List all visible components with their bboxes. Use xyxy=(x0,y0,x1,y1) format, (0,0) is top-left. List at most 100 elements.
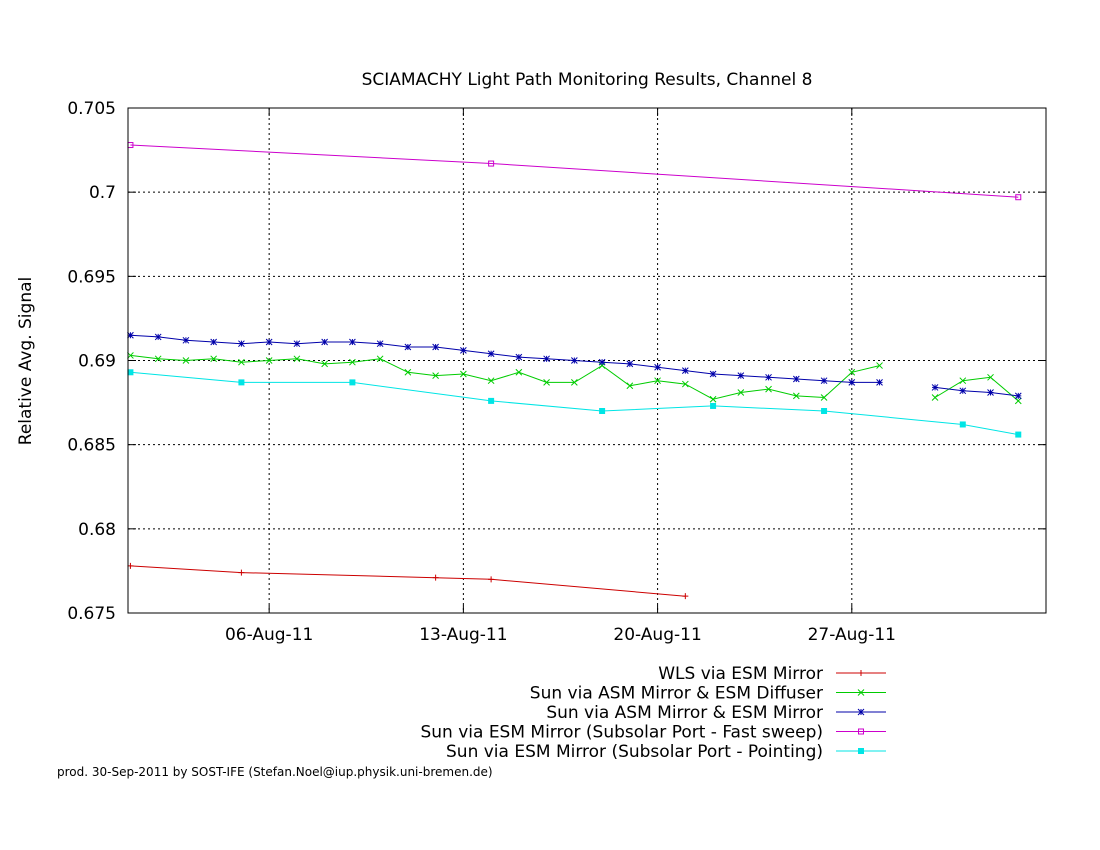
data-point xyxy=(487,350,495,358)
chart-title: SCIAMACHY Light Path Monitoring Results,… xyxy=(362,70,813,90)
data-point xyxy=(626,382,634,390)
data-point xyxy=(570,357,578,364)
data-point xyxy=(293,355,301,363)
series-line xyxy=(934,386,1019,397)
data-point xyxy=(210,355,218,363)
data-point xyxy=(543,355,550,363)
data-point xyxy=(654,377,661,385)
data-point xyxy=(515,368,523,376)
data-point xyxy=(876,362,883,369)
data-point xyxy=(460,370,467,378)
y-axis-label: Relative Avg. Signal xyxy=(16,277,36,445)
data-point xyxy=(293,340,301,348)
legend-label: WLS via ESM Mirror xyxy=(658,664,823,684)
data-point xyxy=(959,421,966,428)
legend-label: Sun via ESM Mirror (Subsolar Port - Poin… xyxy=(446,742,823,762)
series-line xyxy=(130,565,686,597)
series-4 xyxy=(127,142,1022,201)
y-tick-label: 0.705 xyxy=(67,99,116,119)
data-point xyxy=(765,385,772,393)
x-tick-label: 27-Aug-11 xyxy=(808,625,896,645)
data-point xyxy=(349,358,356,366)
data-point xyxy=(987,389,994,396)
series-2 xyxy=(127,352,1022,405)
data-point xyxy=(654,363,661,371)
data-point xyxy=(681,380,689,388)
series-layer xyxy=(127,142,1022,600)
data-point xyxy=(710,402,717,409)
data-point xyxy=(848,379,856,386)
y-tick-label: 0.685 xyxy=(67,436,116,456)
data-point xyxy=(1014,392,1022,400)
data-point xyxy=(792,392,800,400)
data-point xyxy=(238,379,245,386)
data-point xyxy=(376,355,384,363)
y-tick-label: 0.69 xyxy=(78,352,116,372)
legend-marker xyxy=(858,670,864,676)
data-point xyxy=(931,394,939,401)
data-point xyxy=(154,333,162,341)
data-point xyxy=(127,369,134,376)
data-point xyxy=(1015,194,1022,201)
data-point xyxy=(488,160,495,167)
data-point xyxy=(821,408,828,414)
data-point xyxy=(987,373,994,381)
y-tick-label: 0.68 xyxy=(78,520,116,540)
data-point xyxy=(321,338,328,346)
data-point xyxy=(127,331,134,339)
y-tick-label: 0.695 xyxy=(67,267,116,287)
data-point xyxy=(154,355,162,363)
data-point xyxy=(1015,431,1022,438)
data-point xyxy=(876,379,883,386)
data-point xyxy=(321,360,328,368)
legend-marker xyxy=(858,748,864,754)
series-1 xyxy=(127,562,689,600)
plot-frame xyxy=(127,107,1047,614)
axis-layer: 0.705 0.7 0.695 0.69 0.685 0.68 0.675 06-Aug-11… xyxy=(67,99,1047,645)
data-point xyxy=(848,368,856,376)
data-point xyxy=(376,340,384,348)
series-line xyxy=(130,334,880,383)
data-point xyxy=(1014,397,1022,405)
data-point xyxy=(210,338,218,346)
data-point xyxy=(432,343,439,351)
data-point xyxy=(238,340,245,348)
legend-marker xyxy=(858,728,864,735)
data-point xyxy=(709,370,717,378)
data-point xyxy=(265,357,273,364)
data-point xyxy=(515,353,523,361)
data-point xyxy=(182,336,190,344)
data-point xyxy=(959,387,967,395)
data-point xyxy=(681,367,689,374)
series-line xyxy=(130,354,880,400)
data-point xyxy=(543,379,550,386)
data-point xyxy=(599,408,606,414)
data-point xyxy=(737,372,745,380)
data-point xyxy=(487,377,495,385)
x-tick-label: 13-Aug-11 xyxy=(419,625,507,645)
data-point xyxy=(570,379,578,386)
data-point xyxy=(404,343,412,351)
legend-marker xyxy=(857,689,865,696)
data-point xyxy=(432,574,439,581)
data-point xyxy=(432,372,439,380)
series-line xyxy=(130,144,1019,198)
data-point xyxy=(238,358,245,366)
data-point xyxy=(598,358,606,366)
data-point xyxy=(682,593,689,600)
data-point xyxy=(488,397,495,404)
y-tick-label: 0.7 xyxy=(89,183,116,203)
legend-label: Sun via ASM Mirror & ESM Diffuser xyxy=(530,684,823,704)
x-tick-label: 20-Aug-11 xyxy=(613,625,701,645)
data-point xyxy=(709,395,717,403)
data-point xyxy=(626,360,634,368)
data-point xyxy=(792,375,800,383)
series-5 xyxy=(127,369,1022,438)
data-point xyxy=(820,394,828,401)
data-point xyxy=(959,377,967,385)
data-point xyxy=(488,576,495,583)
y-tick-label: 0.675 xyxy=(67,604,116,624)
data-point xyxy=(349,338,356,346)
